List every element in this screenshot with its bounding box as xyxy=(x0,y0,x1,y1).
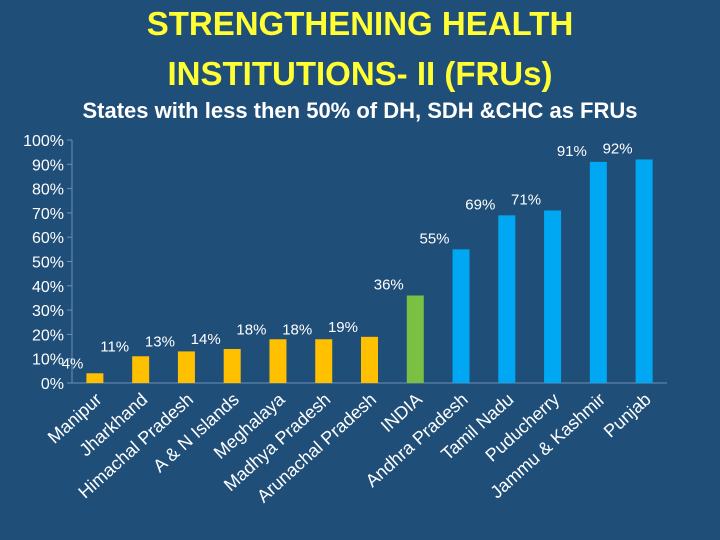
value-label: 14% xyxy=(191,331,221,348)
y-tick-label: 0% xyxy=(41,376,64,393)
bar-puducherry xyxy=(544,210,562,383)
bar-tamil-nadu xyxy=(498,215,516,383)
bar-arunachal-pradesh xyxy=(361,336,378,383)
bar-manipur xyxy=(86,373,104,383)
y-tick-label: 100% xyxy=(23,133,64,150)
y-tick-label: 70% xyxy=(32,206,64,223)
value-label: 4% xyxy=(62,355,84,372)
value-label: 91% xyxy=(557,143,587,160)
value-label: 19% xyxy=(328,319,358,336)
value-label: 55% xyxy=(420,230,450,247)
bar-madhya-pradesh xyxy=(315,339,333,383)
value-label: 71% xyxy=(511,191,541,208)
value-label: 36% xyxy=(374,277,404,294)
y-tick-label: 50% xyxy=(32,255,64,272)
value-label: 18% xyxy=(236,321,266,338)
y-tick-label: 60% xyxy=(32,230,64,247)
value-label: 69% xyxy=(465,196,495,213)
y-tick-label: 90% xyxy=(32,157,64,174)
bar-a-n-islands xyxy=(223,348,241,383)
slide-title-line-1: STRENGTHENING HEALTH xyxy=(146,5,574,42)
category-label: Punjab xyxy=(600,389,655,441)
slide-title-line-2: INSTITUTIONS- II (FRUs) xyxy=(167,55,553,92)
chart-axes: 0% 10% 20% 30% 40% 50% 60% 70% 80% 90% 100% xyxy=(23,133,667,393)
value-label: 18% xyxy=(282,321,312,338)
y-tick-label: 40% xyxy=(32,279,64,296)
bar-meghalaya xyxy=(269,339,287,383)
bar-punjab xyxy=(635,159,653,383)
bar-andhra-pradesh xyxy=(452,249,470,383)
y-tick-label: 30% xyxy=(32,303,64,320)
bar-jharkhand xyxy=(132,356,150,383)
value-label: 13% xyxy=(145,333,175,350)
value-label: 11% xyxy=(100,338,129,355)
value-label: 92% xyxy=(603,140,633,157)
bar-himachal-pradesh xyxy=(177,351,195,383)
chart-title: States with less then 50% of DH, SDH &CH… xyxy=(82,98,638,123)
bar-jammu-kashmir xyxy=(589,161,607,383)
chart-bars xyxy=(86,159,653,383)
y-tick-label: 10% xyxy=(32,352,64,369)
y-tick-label: 80% xyxy=(32,182,64,199)
bar-india xyxy=(406,295,424,383)
y-tick-label: 20% xyxy=(32,327,64,344)
